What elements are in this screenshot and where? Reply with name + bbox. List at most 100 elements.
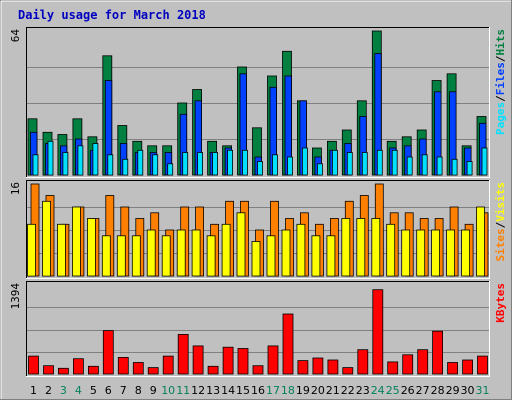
day-label-18: 18 [281,384,295,397]
day-label-16: 16 [251,384,265,397]
day-label-9: 9 [150,384,157,397]
bar-kbytes-day-17 [267,345,279,375]
bar-pages-day-31 [481,147,488,176]
bar-pages-day-22 [346,152,353,176]
legend-part: Files [494,62,507,95]
bar-pages-day-12 [197,152,204,176]
bar-pages-day-14 [227,149,234,176]
hits-panel-legend: Pages/Files/Hits [494,29,507,135]
day-label-13: 13 [206,384,220,397]
bar-pages-day-25 [391,149,398,176]
legend-part: Sites [494,228,507,261]
bar-kbytes-day-31 [477,355,488,375]
day-label-2: 2 [45,384,52,397]
bar-visits-day-29 [446,229,456,277]
visits-panel-ymax-label: 16 [9,182,22,195]
bar-visits-day-15 [236,212,246,277]
bar-kbytes-day-19 [297,360,309,375]
day-label-12: 12 [191,384,205,397]
bar-kbytes-day-5 [88,365,99,375]
bar-kbytes-day-7 [117,356,129,375]
bar-kbytes-day-13 [207,365,219,375]
bar-visits-day-28 [431,229,441,277]
visits-panel-legend: Sites/Visits [494,182,507,262]
day-label-7: 7 [120,384,127,397]
bar-pages-day-21 [331,149,338,176]
bar-visits-day-11 [176,229,186,277]
bar-pages-day-29 [451,158,458,176]
bar-visits-day-30 [461,229,471,277]
day-label-27: 27 [416,384,430,397]
bar-pages-day-8 [137,149,144,176]
bar-visits-day-9 [146,229,156,277]
day-label-17: 17 [266,384,280,397]
bar-kbytes-day-3 [58,367,69,375]
bar-pages-day-9 [152,154,159,176]
bar-visits-day-25 [386,223,396,277]
bar-pages-day-28 [436,156,443,176]
bar-pages-day-11 [182,152,189,176]
day-label-14: 14 [221,384,235,397]
legend-part: KBytes [494,283,507,323]
bar-kbytes-day-1 [28,355,39,375]
bar-pages-day-26 [406,156,413,176]
bar-pages-day-1 [32,154,39,176]
bar-visits-day-13 [206,235,216,277]
bar-kbytes-day-12 [192,345,204,375]
day-label-4: 4 [75,384,82,397]
bar-pages-day-20 [316,163,323,176]
day-label-24: 24 [371,384,385,397]
bar-pages-day-5 [92,143,99,176]
bar-kbytes-day-10 [162,355,174,375]
legend-part: / [494,55,507,62]
bar-visits-day-5 [87,218,96,277]
sites-visits-panel [26,180,490,279]
bar-visits-day-12 [191,229,201,277]
bar-kbytes-day-25 [387,361,399,375]
bar-visits-day-14 [221,223,231,277]
day-label-21: 21 [326,384,340,397]
bar-kbytes-day-20 [312,357,324,375]
day-label-25: 25 [386,384,400,397]
bar-pages-day-30 [466,161,473,176]
bar-pages-day-10 [167,163,174,176]
legend-part: Visits [494,182,507,222]
bar-kbytes-day-29 [447,362,459,375]
day-axis-labels: 1 2 3 4 5 6 7 8 9 10 11 12 13 14 15 16 17 18 19 20 21 22 23 24 2… [30,384,490,397]
bar-pages-day-6 [107,154,114,176]
bar-kbytes-day-30 [462,359,474,375]
bar-visits-day-20 [311,235,321,277]
bar-visits-day-16 [251,241,261,277]
bar-kbytes-day-11 [177,333,189,375]
bar-kbytes-day-2 [43,365,54,375]
day-label-1: 1 [30,384,37,397]
bar-pages-day-3 [62,152,69,176]
bar-visits-day-18 [281,229,291,277]
bar-kbytes-day-22 [342,367,354,375]
bar-pages-day-18 [287,156,293,176]
bar-visits-day-22 [341,218,351,277]
legend-part: Hits [494,29,507,56]
bar-pages-day-19 [301,147,308,176]
kbytes-panel [26,281,490,377]
legend-part: / [494,95,507,102]
bar-pages-day-27 [421,154,428,176]
day-label-31: 31 [476,384,490,397]
bar-visits-day-23 [356,218,366,277]
day-label-8: 8 [135,384,142,397]
bar-pages-day-16 [257,161,263,176]
bar-kbytes-day-9 [147,367,159,375]
bar-visits-day-10 [161,235,171,277]
bar-kbytes-day-15 [237,348,249,375]
bar-pages-day-24 [376,149,383,176]
bar-kbytes-day-14 [222,346,234,375]
bar-pages-day-23 [361,152,368,176]
bar-kbytes-day-8 [132,362,144,375]
bar-visits-day-27 [416,229,426,277]
bar-kbytes-day-4 [73,358,84,375]
day-label-26: 26 [401,384,415,397]
bar-pages-day-7 [122,158,129,176]
bar-kbytes-day-27 [417,349,429,375]
chart-title: Daily usage for March 2018 [18,8,206,22]
